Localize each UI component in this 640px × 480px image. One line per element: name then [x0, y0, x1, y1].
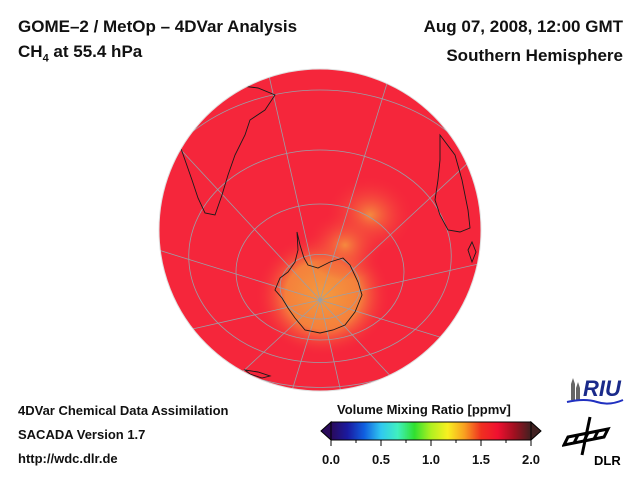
meridian-line — [159, 69, 321, 301]
dlr-emblem-icon — [562, 416, 611, 456]
footer-line-2: SACADA Version 1.7 — [18, 427, 146, 442]
dlr-logo-text: DLR — [594, 453, 621, 468]
globe-map — [158, 68, 482, 392]
latitude-line — [235, 203, 405, 341]
coastline-antarctica — [274, 231, 363, 334]
colorbar — [320, 420, 542, 446]
riu-logo: RIU — [566, 376, 624, 405]
colorbar-min-extend — [320, 420, 332, 442]
species-subscript: 4 — [42, 52, 49, 65]
meridian-line — [319, 228, 481, 301]
species-name: CH — [18, 42, 43, 61]
colorbar-max-extend — [530, 420, 542, 442]
globe-outline — [158, 68, 482, 392]
colorbar-tick-label: 2.0 — [521, 452, 541, 467]
species-level: CH4 at 55.4 hPa — [18, 42, 142, 64]
meridian-line — [319, 299, 392, 391]
colorbar-tick-label: 1.0 — [421, 452, 441, 467]
latitude-line — [159, 89, 481, 388]
analysis-datetime: Aug 07, 2008, 12:00 GMT — [423, 17, 623, 36]
vortex-arm-region — [305, 210, 385, 280]
meridian-line — [319, 82, 481, 301]
river-wave-icon — [566, 399, 624, 405]
dlr-logo: DLR — [562, 416, 621, 468]
coastline-madagascar — [467, 240, 477, 264]
colorbar-title: Volume Mixing Ratio [ppmv] — [337, 402, 511, 417]
riu-logo-text: RIU — [583, 376, 622, 401]
south-pole-marker — [318, 298, 322, 302]
colorbar-tick-label: 0.5 — [371, 452, 391, 467]
meridian-line — [248, 69, 321, 301]
colorbar-tick-label: 0.0 — [321, 452, 341, 467]
footer-url[interactable]: http://wdc.dlr.de — [18, 451, 118, 466]
coastline-africa — [434, 133, 471, 233]
footer-line-1: 4DVar Chemical Data Assimilation — [18, 403, 229, 418]
meridian-line — [225, 299, 321, 391]
meridian-line — [159, 205, 321, 301]
latitude-line — [188, 149, 452, 363]
pressure-level: at 55.4 hPa — [48, 42, 143, 61]
coastline-new-zealand — [243, 369, 272, 379]
colorbar-gradient — [330, 421, 532, 441]
colorbar-tick-label: 1.5 — [471, 452, 491, 467]
graticule — [159, 69, 481, 391]
hemisphere-label: Southern Hemisphere — [446, 46, 623, 65]
meridian-line — [319, 69, 415, 301]
cathedral-icon — [571, 378, 580, 400]
map-title: GOME–2 / MetOp – 4DVar Analysis — [18, 17, 298, 36]
meridian-line — [319, 299, 481, 391]
meridian-line — [159, 299, 321, 391]
